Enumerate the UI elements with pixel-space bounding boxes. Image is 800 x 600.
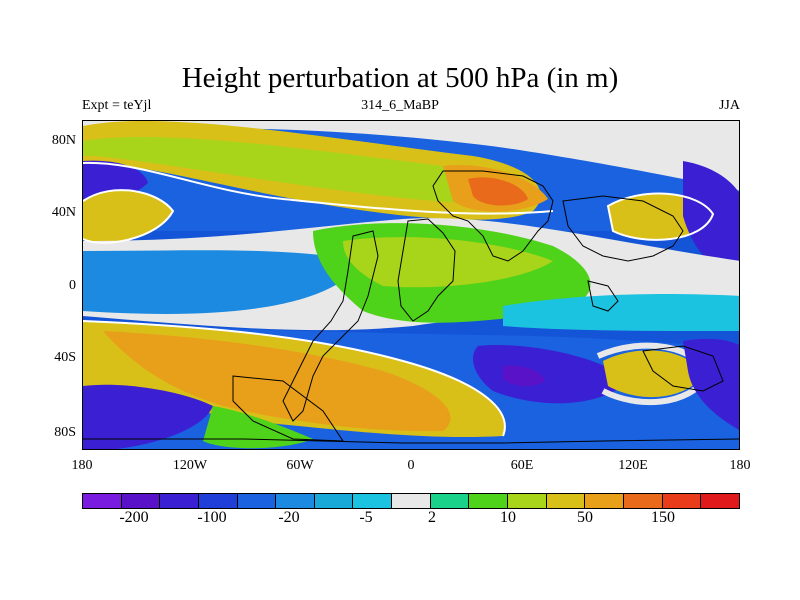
season-label: JJA bbox=[718, 98, 740, 113]
lat-label-80n: 80N bbox=[51, 133, 76, 148]
period-label: 314_6_MaBP bbox=[361, 98, 439, 113]
colorbar-box bbox=[623, 494, 663, 508]
region-north-red bbox=[468, 177, 528, 206]
colorbar-label: -100 bbox=[197, 509, 227, 526]
lat-label-0: 0 bbox=[69, 278, 76, 293]
coast-outline-6 bbox=[232, 375, 344, 442]
colorbar-box bbox=[546, 494, 586, 508]
region-south-orange bbox=[103, 331, 451, 432]
region-se-blue bbox=[683, 338, 739, 430]
experiment-label: Expt = teYjl bbox=[82, 98, 152, 113]
region-southwest-green bbox=[203, 406, 313, 449]
colorbar-box bbox=[430, 494, 470, 508]
region-se-blob bbox=[603, 350, 703, 398]
colorbar-box bbox=[121, 494, 161, 508]
plot-title: Height perturbation at 500 hPa (in m) bbox=[181, 62, 619, 94]
colorbar-box bbox=[276, 494, 315, 508]
colorbar-label: 150 bbox=[651, 509, 675, 526]
colorbar-box bbox=[314, 494, 354, 508]
coast-outline-1 bbox=[282, 230, 379, 422]
colorbar-label: 50 bbox=[577, 509, 593, 526]
colorbar-box bbox=[469, 494, 509, 508]
region-north-green bbox=[83, 136, 499, 204]
lon-label-180e: 180 bbox=[729, 458, 751, 473]
region-south-deep-blue bbox=[473, 345, 628, 404]
lat-label-80s: 80S bbox=[54, 425, 76, 440]
colorbar-box bbox=[83, 494, 122, 508]
coast-outline-2 bbox=[397, 218, 456, 322]
colorbar-label: 2 bbox=[428, 509, 436, 526]
coast-outline-7 bbox=[642, 345, 724, 392]
lat-label-40s: 40S bbox=[54, 350, 76, 365]
region-ne-blue bbox=[683, 161, 739, 281]
colorbar-box bbox=[237, 494, 277, 508]
region-eq-east-cyan bbox=[503, 294, 739, 331]
colorbar-label: 10 bbox=[500, 509, 516, 526]
lat-label-40n: 40N bbox=[51, 205, 76, 220]
colorbar-box bbox=[508, 494, 547, 508]
contour-northeast bbox=[606, 192, 715, 241]
contour-northwest bbox=[83, 189, 175, 244]
lon-label-120e: 120E bbox=[618, 458, 648, 473]
colorbar-label: -5 bbox=[359, 509, 373, 526]
colorbar-box bbox=[662, 494, 702, 508]
lon-label-180w: 180 bbox=[71, 458, 93, 473]
contour-south bbox=[83, 320, 506, 437]
region-southwest-blue bbox=[83, 384, 213, 449]
coast-outline-3 bbox=[432, 170, 554, 262]
colorbar-label: -200 bbox=[119, 509, 149, 526]
lon-label-60w: 60W bbox=[286, 458, 314, 473]
lon-label-60e: 60E bbox=[510, 458, 534, 473]
coast-outline-4 bbox=[562, 195, 684, 262]
contour-north bbox=[83, 161, 554, 215]
colorbar-box bbox=[392, 494, 431, 508]
region-south-purple bbox=[503, 365, 545, 387]
colorbar-box bbox=[353, 494, 393, 508]
colorbar-box bbox=[160, 494, 199, 508]
coast-outline-antarctica bbox=[83, 438, 739, 444]
colorbar-label: -20 bbox=[278, 509, 300, 526]
colorbar-box bbox=[198, 494, 238, 508]
region-eq-green-light bbox=[343, 237, 553, 288]
colorbar-box bbox=[701, 494, 739, 508]
region-eq-cyan bbox=[83, 250, 363, 314]
lon-label-0: 0 bbox=[407, 458, 415, 473]
region-northwest-blob bbox=[83, 190, 173, 243]
colorbar bbox=[82, 493, 740, 509]
map-field bbox=[83, 121, 739, 449]
coast-outline-5 bbox=[587, 280, 619, 312]
colorbar-box bbox=[585, 494, 624, 508]
lon-label-120w: 120W bbox=[172, 458, 208, 473]
map-panel bbox=[82, 120, 740, 450]
